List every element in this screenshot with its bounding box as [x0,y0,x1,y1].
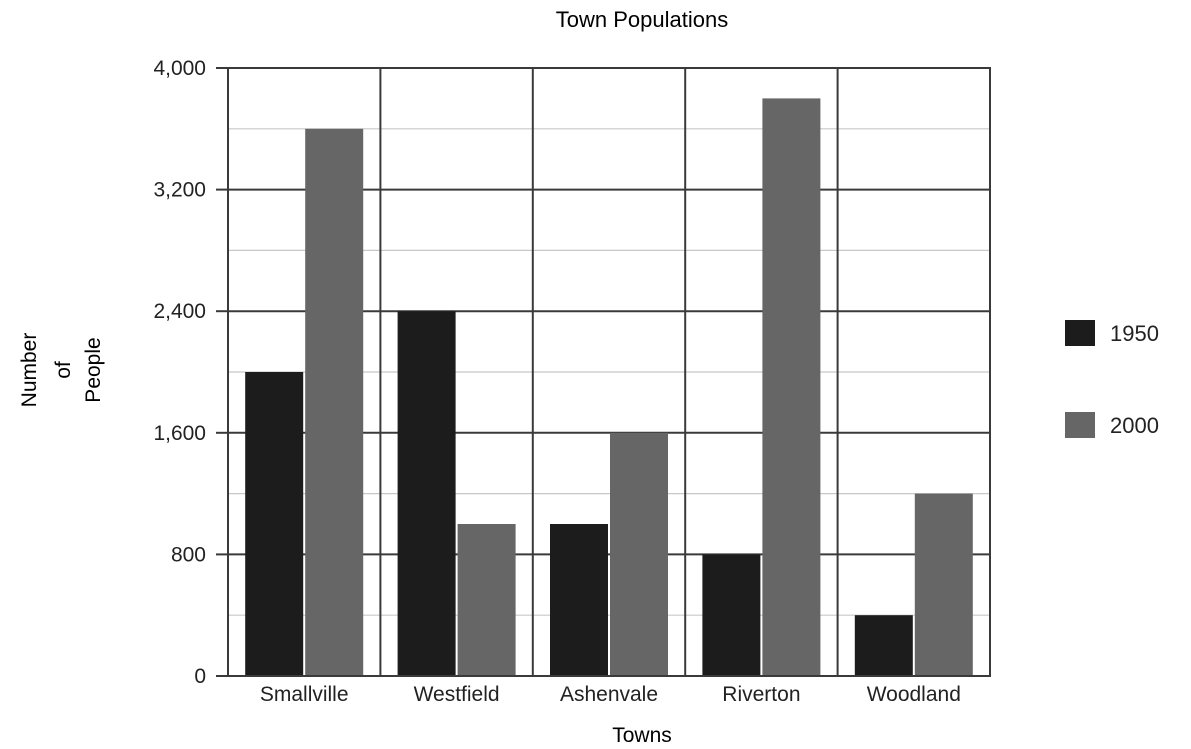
legend-label: 1950 [1110,321,1159,346]
x-tick-label: Riverton [722,683,800,706]
legend-swatch [1065,320,1095,346]
y-tick-label: 800 [171,543,206,566]
bar [702,554,761,676]
bar [762,98,821,676]
bar [457,524,516,676]
legend: 1950 2000 [1065,320,1159,438]
x-axis-ticks: Smallville Westfield Ashenvale Riverton Wood… [260,683,961,706]
y-axis-ticks: 0 800 1,600 2,400 3,200 4,000 [153,57,228,688]
y-axis-title-line-3: People [82,337,105,402]
x-axis-title: Towns [612,724,672,747]
legend-label: 2000 [1110,413,1159,438]
bar [610,432,668,676]
plot-border [227,67,991,677]
x-tick-label: Ashenvale [560,683,658,706]
y-axis-title: Number of People [18,333,105,408]
x-tick-label: Westfield [414,683,500,706]
y-tick-label: 2,400 [153,300,206,323]
y-axis-title-line-1: Number [18,333,41,408]
bars [245,98,973,677]
y-tick-label: 1,600 [153,422,206,445]
y-axis-title-line-2: of [52,361,75,379]
chart-title: Town Populations [556,7,728,32]
bar [550,524,608,676]
y-tick-label: 3,200 [153,179,206,202]
x-tick-label: Smallville [260,683,349,706]
x-tick-label: Woodland [867,683,961,706]
y-tick-label: 0 [194,665,206,688]
legend-swatch [1065,412,1095,438]
bar [854,615,913,676]
bar [397,311,456,676]
bar [245,372,304,676]
bar [305,128,364,677]
bar [914,493,973,676]
plot-frame [227,67,991,677]
y-tick-label: 4,000 [153,57,206,80]
